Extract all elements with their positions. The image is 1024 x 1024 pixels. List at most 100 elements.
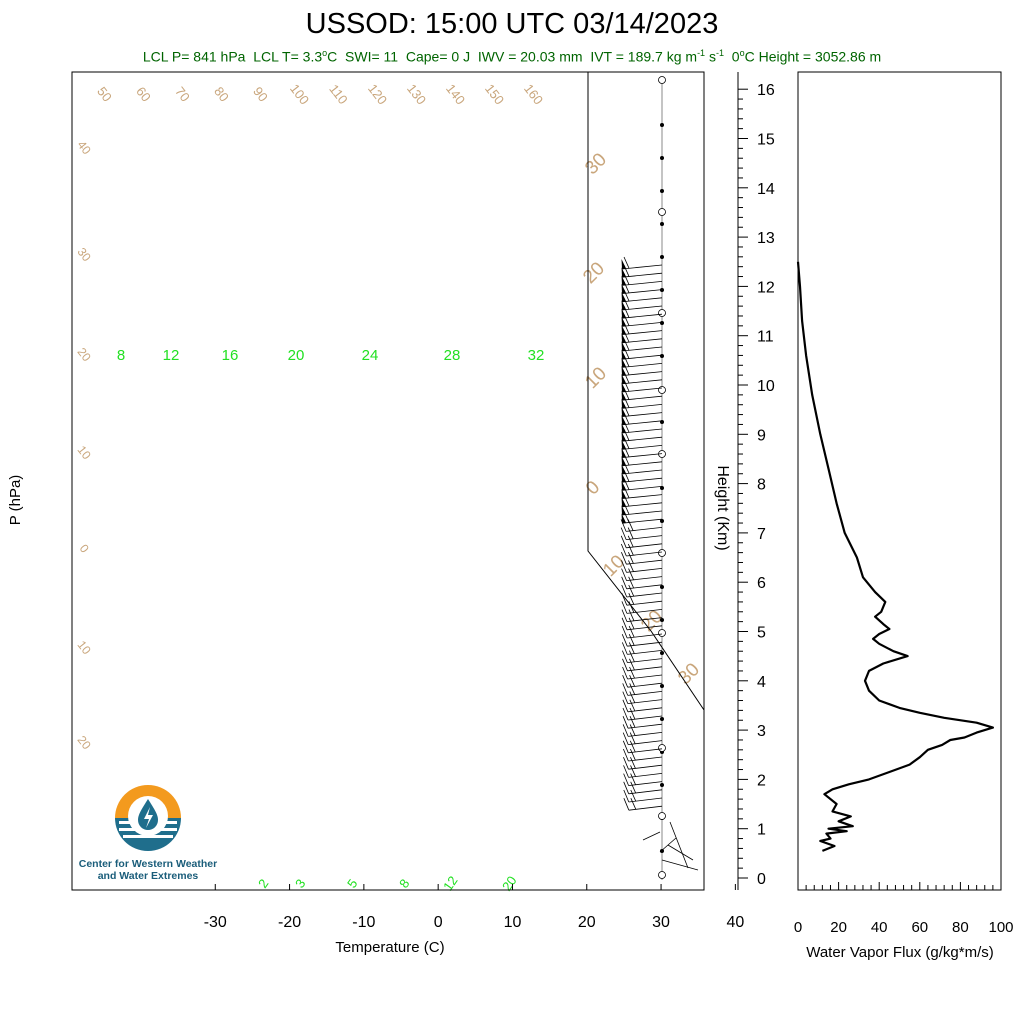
barb-level-circle — [658, 629, 666, 637]
wind-barb-feather — [627, 535, 634, 548]
wind-barb-feather — [628, 552, 634, 564]
mixing-ratio-label-bottom: 2 — [255, 876, 271, 891]
flux-frame — [797, 71, 1002, 891]
lcl-temperature: LCL T= 3.3 — [253, 48, 323, 65]
wind-barb-feather — [623, 453, 630, 466]
wind-barb-feather — [622, 650, 628, 663]
wind-barb-shaft — [628, 805, 663, 811]
wind-barb-feather — [630, 757, 636, 769]
wind-barb-pennant — [621, 513, 626, 524]
wind-barb-shaft — [627, 691, 663, 696]
mixing-ratio-label-top: 28 — [444, 347, 461, 364]
height-tick-label: 5 — [757, 625, 766, 642]
height-tick-label: 1 — [757, 822, 766, 839]
cw3e-logo-icon — [115, 785, 181, 851]
wind-barb-shaft — [661, 859, 699, 871]
height-tick-label: 10 — [757, 378, 775, 395]
ivt-exp-1: -1 — [697, 48, 706, 58]
wind-barb-feather — [623, 314, 630, 326]
barb-region — [588, 72, 705, 551]
dry-adiabat-label: 70 — [172, 84, 193, 105]
flux-tick-label: 100 — [988, 919, 1013, 936]
x-tick-label: -30 — [204, 914, 227, 931]
wind-barb-feather — [621, 584, 628, 598]
barb-station-dot — [660, 255, 664, 259]
wind-barb-feather — [623, 306, 630, 318]
wind-barb-feather — [628, 568, 634, 580]
height-tick-label: 3 — [757, 723, 766, 740]
barb-station-dot — [660, 354, 664, 358]
height-axis-title: Height (Km) — [714, 465, 731, 550]
wind-barb-feather — [630, 798, 637, 810]
barb-level-circle — [658, 871, 666, 879]
wind-barb-shaft — [627, 723, 663, 729]
wind-barb-feather — [629, 724, 636, 736]
barb-level-circle — [658, 208, 666, 216]
wind-barb-feather — [623, 757, 629, 770]
wind-barb-feather — [623, 502, 630, 515]
height-tick-label: 6 — [757, 575, 766, 592]
sounding-stats: LCL P= 841 hPa LCL T= 3.3oC SWI= 11 Cape… — [142, 48, 882, 65]
wind-barb-shaft — [627, 666, 663, 672]
height-tick-label: 0 — [757, 871, 766, 888]
mixing-ratio-label-top: 16 — [222, 347, 239, 364]
barb-station-dot — [660, 156, 664, 160]
wind-barb-feather — [630, 748, 636, 761]
barb-station-dot — [660, 684, 664, 688]
wind-barb-feather — [620, 519, 627, 532]
wind-barb-feather — [623, 773, 629, 786]
dry-adiabat-label: 150 — [482, 81, 507, 107]
wind-barb-feather — [628, 625, 635, 638]
logo-text-line-2: and Water Extremes — [97, 870, 199, 882]
wind-barb-shaft — [627, 641, 663, 647]
wind-barb-feather — [628, 584, 635, 597]
isotherm-label-left: 10 — [75, 638, 94, 657]
wind-barb-shaft — [627, 658, 663, 663]
isotherm-label-right: 30 — [674, 659, 704, 689]
ivt-value: IVT = 189.7 kg m — [590, 48, 698, 65]
wind-barb-feather — [629, 658, 635, 671]
wind-barb-shaft — [667, 844, 694, 861]
height-tick-label: 13 — [757, 230, 775, 247]
wind-barb-feather — [623, 330, 630, 343]
mixing-ratio-label-top: 32 — [528, 347, 545, 364]
flux-tick-label: 20 — [830, 919, 847, 936]
wind-barb-shaft — [628, 732, 663, 737]
isotherm-label-right: 10 — [581, 363, 611, 393]
barb-level-circle — [658, 309, 666, 317]
flux-tick-label: 0 — [794, 919, 802, 936]
wind-barb-feather — [629, 675, 635, 687]
wind-barb-shaft — [642, 831, 661, 841]
wind-barb-feather — [623, 396, 630, 408]
wind-barb-feather — [620, 527, 627, 540]
wind-barb-feather — [623, 478, 630, 490]
wind-barb-shaft — [626, 535, 663, 540]
height-tick-label: 15 — [757, 132, 775, 149]
barb-station-dot — [660, 849, 664, 853]
wind-barb-shaft — [628, 764, 663, 770]
wind-barb-feather — [622, 699, 629, 712]
wind-barb-feather — [628, 617, 635, 630]
wind-barb-shaft — [627, 715, 663, 721]
mixing-ratio-label-top: 8 — [117, 347, 125, 364]
mixing-ratio-label-top: 24 — [362, 347, 379, 364]
wind-barb-feather — [621, 609, 628, 622]
isotherm-label-left: 40 — [75, 138, 94, 157]
wind-barb-feather — [623, 347, 630, 359]
wind-barb-feather — [623, 281, 630, 293]
mixing-ratio-label-bottom: 8 — [396, 876, 412, 891]
wind-barb-feather — [623, 765, 629, 778]
freezing-level-prefix: 0 — [731, 48, 740, 65]
barb-station-dot — [660, 585, 664, 589]
wind-barb-feather — [623, 470, 630, 482]
wind-barb-feather — [623, 412, 630, 425]
wind-barb-feather — [622, 691, 629, 704]
barb-level-circle — [658, 386, 666, 394]
wind-barb-feather — [623, 437, 630, 449]
iwv-value: IWV = 20.03 mm — [477, 48, 583, 65]
wind-barb-feather — [623, 355, 630, 367]
wind-barb-feather — [622, 732, 629, 745]
wind-barb-feather — [627, 543, 634, 556]
barb-station-dot — [660, 486, 664, 490]
